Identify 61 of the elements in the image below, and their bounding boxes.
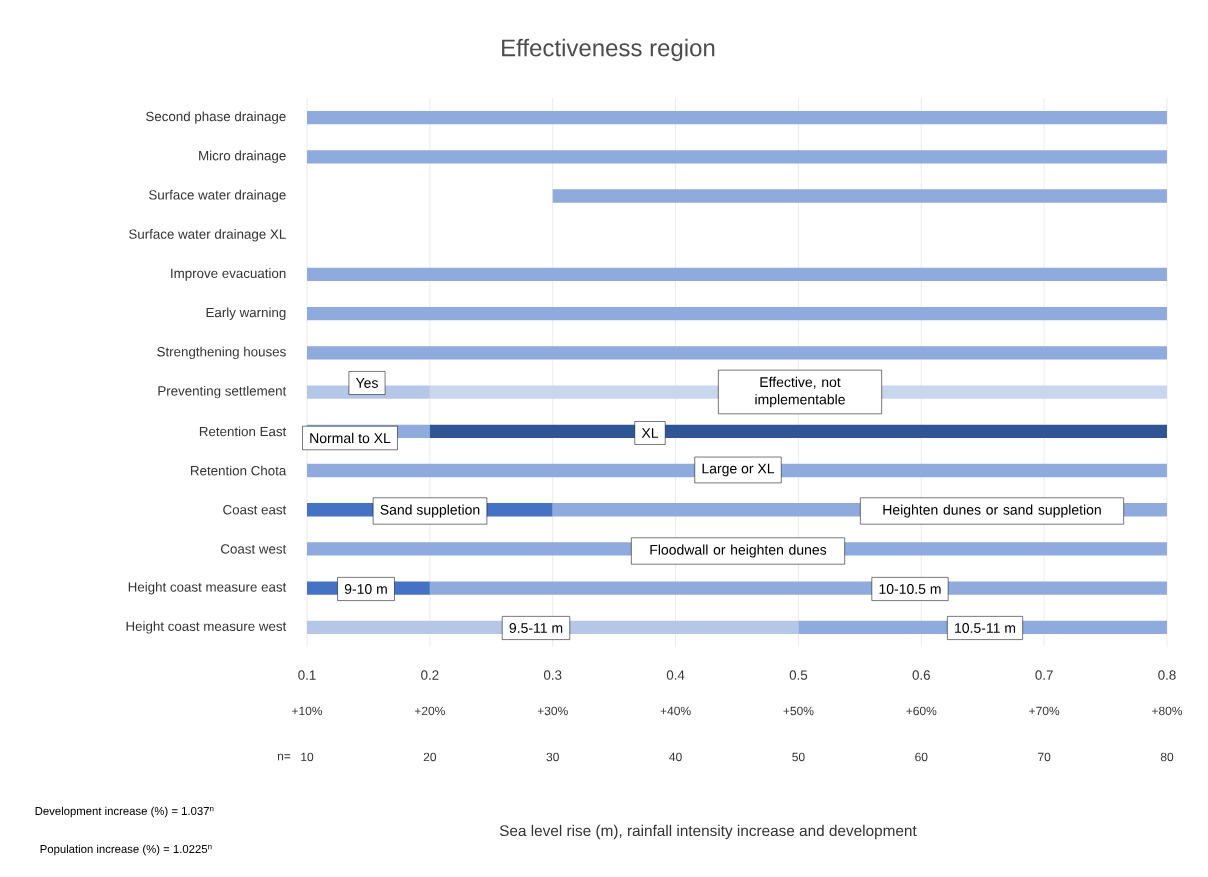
annotation: 10-10.5 m (879, 584, 941, 594)
x-tick-label: 0.2 (421, 670, 439, 680)
y-tick-label: Height coast measure west (126, 621, 287, 634)
y-tick-label: Second phase drainage (146, 111, 286, 124)
x2-tick-label: +30% (537, 706, 568, 716)
x2-tick-label: +70% (1029, 706, 1060, 716)
text: Sea level rise (m), rainfall intensity increase and development (499, 824, 917, 840)
y-tick-label: Coast west (221, 544, 287, 554)
y-tick-label: Early warning (206, 307, 286, 320)
x2-tick-label: +60% (906, 706, 937, 716)
bar (307, 346, 1167, 360)
x-tick-label: 0.3 (543, 670, 562, 680)
y-tick-label: Surface water drainage (149, 189, 286, 203)
bar (307, 307, 1167, 321)
text: Population increase (%) = 1.0225$^{n}$ (40, 844, 212, 856)
chart-title: Effectiveness region (502, 38, 715, 62)
bar (307, 150, 1167, 164)
bar (307, 110, 1167, 125)
text: n= (277, 753, 291, 761)
annotation: Floodwall or heighten dunes (650, 544, 827, 558)
annotation: XL (641, 428, 659, 438)
x-tick-label: 0.4 (666, 670, 685, 680)
x-tick-label: 0.5 (789, 670, 808, 680)
y-tick-label: Preventing settlement (158, 385, 287, 399)
y-tick-label: Micro drainage (199, 150, 286, 164)
annotation: 10.5-11 m (955, 623, 1016, 633)
text: 20 (423, 752, 437, 762)
annotation: 9-10 m (344, 584, 387, 594)
x2-tick-label: +10% (292, 706, 323, 716)
y-tick-label: Height coast measure east (128, 581, 287, 595)
y-tick-label: Retention Chota (191, 465, 287, 476)
annotation: Sand suppletion (380, 504, 480, 518)
annotation: Large or XL (702, 463, 775, 477)
text: 50 (792, 752, 805, 762)
y-tick-label: Coast east (223, 505, 287, 515)
text: 40 (669, 752, 682, 762)
text: 60 (915, 752, 928, 762)
bar (307, 267, 1167, 282)
x-tick-label: 0.8 (1158, 670, 1176, 680)
y-tick-label: Retention East (199, 426, 287, 437)
y-tick-label: Surface water drainage XL (129, 229, 286, 242)
x-tick-label: 0.6 (912, 670, 930, 680)
annotation: Heighten dunes or sand suppletion (883, 504, 1101, 518)
text: Development increase (%) = 1.037$^{n}$ (35, 806, 214, 818)
text: 10 (301, 752, 314, 762)
text: 70 (1038, 752, 1051, 762)
bar (552, 189, 1167, 203)
annotation: Yes (355, 378, 378, 388)
x2-tick-label: +50% (783, 706, 814, 716)
text: 80 (1160, 752, 1174, 762)
x2-tick-label: +80% (1152, 706, 1183, 716)
x-tick-label: 0.1 (298, 670, 316, 680)
x-tick-label: 0.7 (1035, 670, 1053, 680)
y-tick-label: Strengthening houses (157, 346, 286, 360)
annotation: Effective, not implementable (755, 376, 845, 408)
text: 30 (546, 752, 559, 762)
x2-tick-label: +20% (414, 706, 445, 716)
x2-tick-label: +40% (660, 706, 691, 716)
annotation: 9.5-11 m (509, 623, 563, 633)
annotation: Normal to XL (310, 432, 391, 444)
y-tick-label: Improve evacuation (171, 268, 286, 281)
